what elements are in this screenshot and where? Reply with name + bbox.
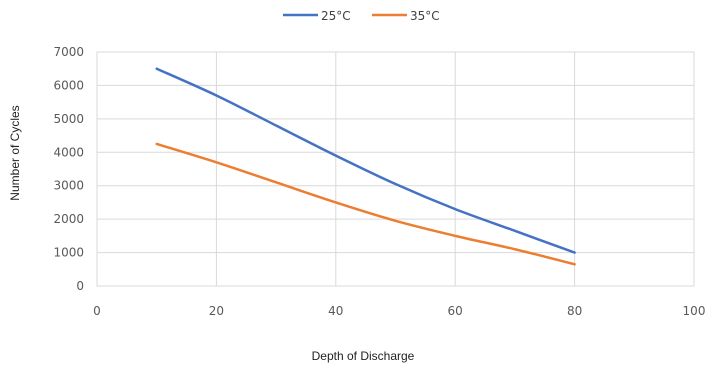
x-axis-title: Depth of Discharge [312,349,415,363]
x-axis-ticks: 0 20 40 60 80 100 [93,304,705,318]
legend: 25°C 35°C [283,9,440,23]
x-tick-label-100: 100 [683,304,706,318]
series-line-1 [155,142,576,266]
x-tick-label-40: 40 [328,304,343,318]
x-tick-label-20: 20 [209,304,224,318]
y-tick-label-3000: 3000 [53,179,84,193]
y-tick-label-6000: 6000 [53,78,84,92]
y-axis-title: Number of Cycles [8,105,22,200]
series-lines [155,67,576,266]
legend-label-0: 25°C [321,9,351,23]
x-tick-label-0: 0 [93,304,101,318]
plot-border [96,51,695,287]
gridlines [96,51,695,287]
y-tick-label-7000: 7000 [53,45,84,59]
series-line-0 [155,67,576,254]
y-tick-label-4000: 4000 [53,145,84,159]
y-tick-label-2000: 2000 [53,212,84,226]
x-tick-label-60: 60 [448,304,463,318]
y-axis-ticks: 0 1000 2000 3000 4000 5000 6000 7000 [53,45,84,293]
y-tick-label-5000: 5000 [53,112,84,126]
x-tick-label-80: 80 [567,304,582,318]
y-tick-label-0: 0 [76,279,84,293]
plot-area [96,51,695,287]
y-tick-label-1000: 1000 [53,246,84,260]
legend-label-1: 35°C [410,9,440,23]
